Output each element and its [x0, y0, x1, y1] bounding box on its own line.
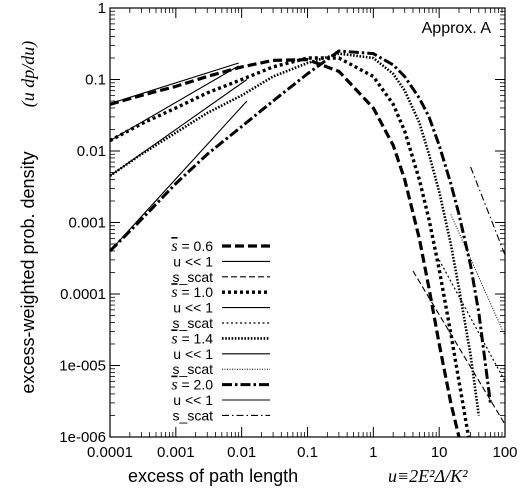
- legend-label: s_scat: [173, 315, 214, 331]
- y-tick-label: 0.1: [85, 72, 106, 89]
- legend-label: s_scat: [173, 407, 214, 423]
- x-axis-label: excess of path length: [128, 466, 298, 486]
- legend-label: u << 1: [173, 253, 213, 269]
- x-tick-label: 100: [492, 444, 517, 461]
- legend-label: u << 1: [173, 392, 213, 408]
- legend-background: [145, 234, 277, 423]
- series-line-7: [109, 79, 248, 177]
- legend-label: u << 1: [173, 300, 213, 316]
- x-tick-label: 1: [369, 444, 377, 461]
- series-line-6: [109, 52, 481, 416]
- legend-label: s = 0.6: [171, 238, 213, 255]
- legend-label: s = 2.0: [171, 377, 213, 394]
- series-line-8: [450, 214, 506, 337]
- x-axis-math-label: u≡2E²Δ/K²: [388, 466, 468, 486]
- x-tick-label: 0.001: [157, 444, 195, 461]
- x-tick-label: 10: [431, 444, 448, 461]
- x-axis-ticks: 0.0001 0.001 0.01 0.1 1 10 100: [87, 8, 518, 461]
- series-line-1: [109, 62, 239, 105]
- x-tick-label: 0.1: [297, 444, 318, 461]
- legend-label: s = 1.4: [171, 330, 213, 347]
- y-axis-label: excess-weighted prob. density: [18, 151, 38, 393]
- y-tick-label: 0.0001: [60, 286, 106, 303]
- y-axis-math-label: (u dp/du): [18, 41, 39, 108]
- legend-label: s_scat: [173, 361, 214, 377]
- legend-label: s_scat: [173, 269, 214, 285]
- series-line-2: [412, 270, 506, 425]
- y-tick-label: 1e-006: [59, 429, 106, 446]
- series-line-4: [109, 65, 239, 142]
- y-tick-label: 0.01: [77, 143, 106, 160]
- series-curves: [108, 49, 506, 438]
- series-line-3: [109, 56, 471, 438]
- x-tick-label: 0.0001: [87, 444, 133, 461]
- y-tick-label: 1e-005: [59, 358, 106, 375]
- series-line-5: [438, 259, 506, 382]
- approximation-label: Approx. A: [422, 20, 492, 37]
- y-tick-label: 1: [98, 0, 106, 17]
- series-line-11: [470, 166, 506, 256]
- legend-label: s = 1.0: [171, 284, 213, 301]
- series-line-10: [109, 100, 248, 252]
- y-tick-label: 0.001: [68, 215, 106, 232]
- y-axis-ticks: 1e-006 1e-005 0.0001 0.001 0.01 0.1 1: [59, 0, 505, 446]
- series-line-0: [109, 57, 461, 438]
- x-tick-label: 0.01: [227, 444, 256, 461]
- legend-label: u << 1: [173, 346, 213, 362]
- series-line-9: [108, 49, 492, 404]
